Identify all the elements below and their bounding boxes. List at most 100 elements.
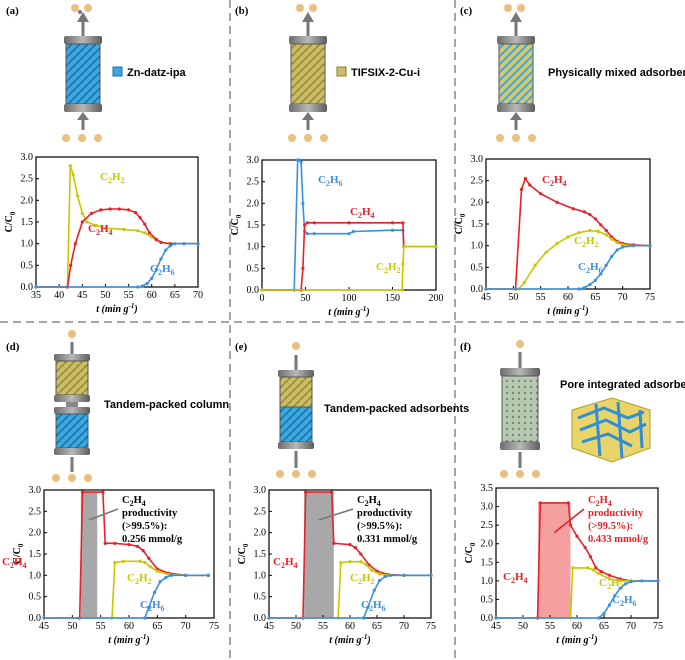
data-point-c2h6 — [305, 232, 309, 236]
data-point-c2h4 — [301, 266, 305, 270]
data-point-c2h4 — [69, 263, 73, 267]
column-d-illustration: Tandem-packed column — [52, 330, 229, 482]
gas-molecules-bottom-icon — [288, 134, 328, 142]
data-point-c2h6 — [607, 603, 612, 607]
data-point-c2h2 — [138, 559, 142, 563]
data-point-c2h6 — [429, 573, 433, 577]
data-point-c2h6 — [182, 242, 186, 246]
y-tick-label: 2.0 — [29, 528, 42, 539]
series-line-c2h6 — [36, 242, 198, 288]
caption-e: Tandem-packed adsorbents — [324, 403, 469, 415]
annotation-title: C2H4 — [588, 495, 612, 508]
gas-molecules-bottom-icon — [62, 134, 102, 142]
data-point-c2h2 — [103, 226, 108, 230]
series-label-c2h2: C2H2 — [350, 572, 375, 586]
data-point-c2h6 — [34, 285, 38, 289]
data-point-c2h6 — [168, 244, 172, 248]
x-tick-label: 45 — [39, 621, 49, 632]
data-point-c2h4 — [330, 490, 334, 494]
data-point-c2h6 — [577, 287, 581, 291]
data-point-c2h2 — [76, 194, 80, 198]
y-tick-label: 1.5 — [471, 219, 484, 230]
x-tick-label: 60 — [572, 621, 582, 632]
data-point-c2h4 — [103, 541, 107, 545]
data-point-c2h4 — [305, 221, 309, 225]
data-point-c2h6 — [150, 276, 154, 280]
y-tick-label: 1.0 — [247, 242, 260, 253]
data-point-c2h4 — [108, 207, 112, 211]
column-b-illustration: TIFSIX-2-Cu-i — [288, 4, 420, 142]
data-point-c2h4 — [566, 501, 570, 505]
y-tick-label: 0.0 — [247, 285, 260, 296]
x-tick-label: 50 — [67, 621, 77, 632]
x-tick-label: 65 — [152, 621, 162, 632]
x-tick-label: 75 — [645, 292, 655, 303]
panel-label-c: (c) — [460, 5, 473, 17]
y-axis-label: C/C0 — [464, 542, 477, 563]
data-point-c2h6 — [366, 605, 370, 609]
x-axis-label: t (min g-1) — [329, 633, 370, 646]
tifsix-legend-icon — [336, 66, 347, 77]
data-point-c2h2 — [339, 560, 343, 565]
data-point-c2h4 — [127, 543, 131, 547]
data-point-c2h6 — [297, 158, 302, 162]
annotation-line: 0.433 mmol/g — [588, 534, 649, 545]
data-point-c2h4 — [347, 221, 351, 225]
x-tick-label: 60 — [563, 292, 573, 303]
y-axis-label: C/C0 — [4, 211, 17, 232]
x-tick-label: 45 — [491, 621, 501, 632]
data-point-c2h6 — [184, 573, 188, 577]
column-f-illustration: Pore integrated adsorbent — [500, 340, 685, 478]
x-tick-label: 35 — [31, 290, 41, 301]
data-point-c2h4 — [519, 187, 524, 191]
y-tick-label: 2.5 — [247, 177, 260, 188]
x-tick-label: 70 — [626, 621, 636, 632]
chart-panel-d: 45 50 55 60 65 70 75 0.0 0.5 1.0 1.5 2.0 2.5 3.0 t (mi… — [2, 485, 219, 646]
data-point-c2h4 — [539, 192, 543, 196]
caption-a: Zn-datz-ipa — [127, 67, 187, 79]
data-point-c2h6 — [388, 573, 393, 577]
data-point-c2h4 — [154, 237, 158, 241]
y-tick-label: 1.0 — [471, 241, 484, 252]
data-point-c2h6 — [624, 582, 628, 586]
data-point-c2h4 — [583, 545, 587, 550]
data-point-c2h6 — [267, 616, 271, 620]
panel-label-a: (a) — [6, 5, 19, 17]
data-point-c2h6 — [299, 160, 303, 164]
panel-label-e: (e) — [235, 341, 248, 353]
y-tick-label: 3.0 — [247, 155, 260, 166]
y-axis-label: C/C0 — [237, 543, 250, 564]
y-tick-label: 3.0 — [481, 502, 494, 513]
data-point-c2h2 — [402, 245, 406, 249]
annotation-line: productivity — [588, 508, 644, 519]
x-tick-label: 50 — [100, 290, 110, 301]
data-point-c2h6 — [621, 245, 625, 249]
data-point-c2h2 — [586, 566, 590, 570]
data-point-c2h4 — [523, 176, 527, 181]
data-point-c2h4 — [80, 490, 85, 494]
data-point-c2h6 — [154, 268, 158, 272]
gas-molecules-top-icon — [504, 4, 525, 12]
y-tick-label: 3.5 — [481, 483, 494, 494]
pore-integrated-bed — [501, 375, 539, 443]
data-point-c2h6 — [143, 616, 147, 620]
panel-label-d: (d) — [6, 341, 20, 353]
data-point-c2h4 — [147, 556, 151, 560]
data-point-c2h6 — [604, 263, 608, 267]
data-point-c2h6 — [378, 578, 382, 583]
data-point-c2h2 — [71, 172, 75, 176]
y-tick-label: 2.5 — [29, 506, 42, 517]
data-point-c2h4 — [138, 216, 142, 220]
data-point-c2h6 — [196, 242, 200, 246]
series-line-c2h2 — [44, 560, 209, 619]
data-point-c2h2 — [577, 231, 581, 235]
y-tick-label: 0.0 — [471, 284, 484, 295]
data-point-c2h6 — [615, 248, 619, 252]
y-tick-label: 2.5 — [21, 174, 34, 185]
y-tick-label: 0.5 — [471, 262, 484, 273]
data-point-c2h4 — [348, 543, 352, 547]
data-point-c2h2 — [80, 211, 84, 215]
x-tick-label: 70 — [181, 621, 191, 632]
series-label-c2h4: C2H4 — [350, 206, 375, 220]
y-tick-label: 0.5 — [29, 592, 42, 603]
